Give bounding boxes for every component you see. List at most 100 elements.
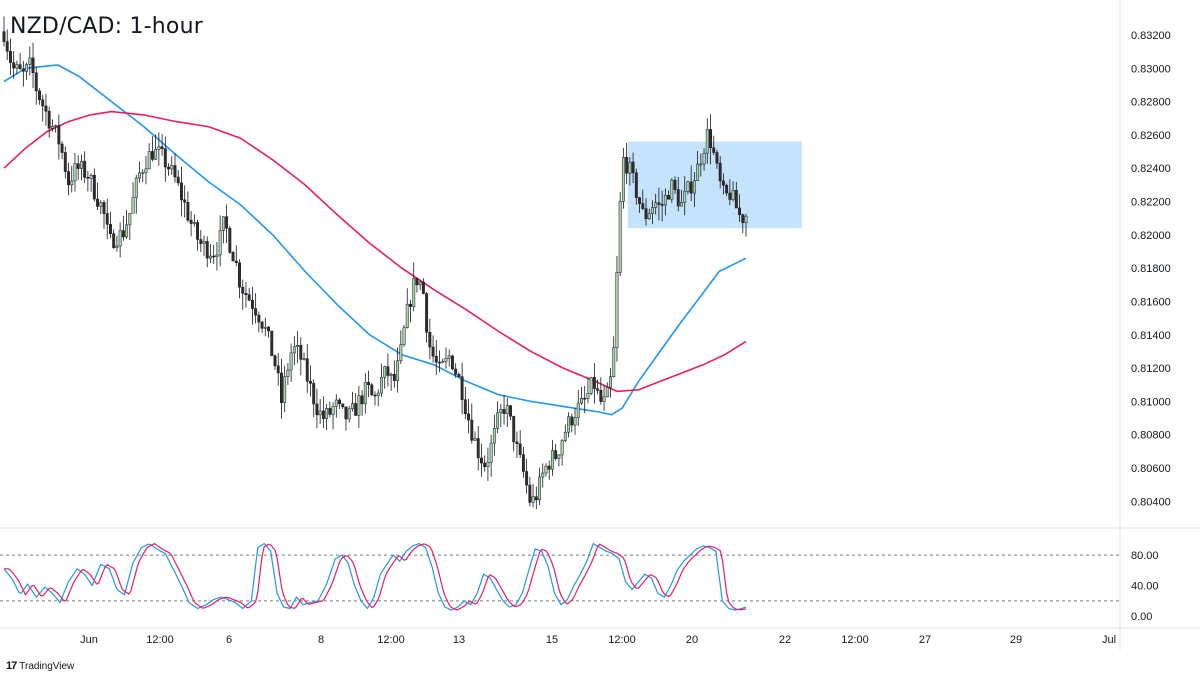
- candle-body: [725, 184, 729, 194]
- candle-body: [199, 239, 203, 244]
- time-tick-label: 20: [686, 634, 698, 646]
- price-tick-label: 0.81200: [1131, 363, 1171, 375]
- candle-body: [70, 180, 74, 186]
- candle-body: [360, 395, 364, 405]
- candle-body: [167, 166, 170, 170]
- candle-body: [363, 382, 367, 405]
- candle-body: [670, 179, 674, 200]
- candle-body: [157, 146, 161, 150]
- time-tick-label: Jun: [80, 634, 98, 646]
- candle-body: [186, 201, 190, 221]
- candle-body: [560, 440, 564, 456]
- candle-body: [73, 163, 77, 182]
- candle-body: [405, 303, 409, 328]
- highlight-box-layer: [627, 141, 802, 229]
- candle-body: [570, 416, 574, 426]
- candle-body: [299, 344, 303, 360]
- candle-body: [644, 208, 648, 219]
- candle-body: [350, 403, 354, 409]
- time-tick-label: 22: [779, 634, 791, 646]
- candle-body: [228, 227, 232, 253]
- candle-body: [302, 358, 306, 360]
- candle-body: [512, 415, 516, 443]
- candle-body: [592, 377, 596, 389]
- oscillator-layer: [0, 542, 1120, 611]
- candle-body: [344, 406, 348, 420]
- candle-body: [505, 405, 509, 414]
- candle-body: [654, 202, 658, 208]
- candle-body: [325, 408, 329, 419]
- candle-body: [41, 99, 45, 107]
- candle-body: [676, 189, 680, 207]
- candle-body: [496, 412, 500, 429]
- candle-body: [702, 152, 706, 165]
- candle-body: [554, 450, 558, 459]
- price-tick-label: 0.83200: [1131, 30, 1171, 42]
- price-tick-label: 0.81600: [1131, 296, 1171, 308]
- candle-body: [689, 181, 693, 194]
- price-tick-label: 0.82000: [1131, 230, 1171, 242]
- time-tick-label: 12:00: [377, 634, 405, 646]
- candle-body: [589, 377, 593, 394]
- candle-body: [447, 355, 451, 359]
- candle-body: [273, 355, 277, 367]
- candle-body: [189, 219, 193, 224]
- candle-body: [521, 454, 525, 472]
- candle-body: [712, 147, 716, 153]
- candle-body: [399, 344, 403, 362]
- candle-body: [412, 278, 416, 307]
- candle-body: [547, 465, 551, 470]
- candle-body: [557, 454, 561, 459]
- candle-body: [486, 462, 490, 467]
- candle-body: [605, 387, 609, 398]
- candle-body: [276, 365, 280, 374]
- candle-body: [544, 465, 548, 474]
- candle-body: [631, 161, 635, 174]
- candle-body: [205, 241, 209, 259]
- price-tick-label: 0.81000: [1131, 396, 1171, 408]
- candle-body: [470, 419, 474, 441]
- candle-body: [576, 402, 580, 418]
- candle-body: [715, 152, 719, 164]
- candle-body: [696, 163, 700, 181]
- candle-body: [638, 197, 641, 204]
- candle-body: [376, 392, 380, 397]
- candle-body: [415, 278, 419, 286]
- time-tick-label: 12:00: [841, 634, 869, 646]
- candle-body: [18, 64, 22, 70]
- candle-body: [212, 255, 216, 258]
- candle-body: [312, 383, 316, 405]
- price-tick-label: 0.80800: [1131, 430, 1171, 442]
- candle-body: [134, 177, 138, 198]
- candle-body: [234, 260, 238, 263]
- candle-body: [218, 230, 222, 256]
- candle-body: [289, 352, 293, 371]
- candle-body: [460, 376, 464, 400]
- candle-body: [525, 471, 529, 486]
- oscillator-tick-label: 40.00: [1131, 581, 1159, 593]
- candle-body: [131, 197, 135, 214]
- candle-body: [450, 355, 454, 370]
- candle-body: [509, 405, 512, 417]
- candle-body: [370, 384, 374, 396]
- time-tick-label: 15: [546, 634, 558, 646]
- candle-body: [357, 395, 361, 416]
- candle-body: [54, 125, 58, 127]
- candle-body: [538, 476, 541, 501]
- candle-body: [657, 202, 661, 205]
- candle-body: [683, 191, 687, 203]
- candle-body: [60, 143, 64, 153]
- candle-body: [63, 152, 67, 172]
- candle-body: [270, 330, 274, 357]
- candle-body: [115, 245, 119, 248]
- candle-body: [347, 408, 351, 420]
- candle-body: [421, 281, 425, 294]
- candle-body: [705, 129, 709, 154]
- candle-body: [434, 355, 438, 363]
- candle-body: [238, 262, 241, 288]
- candle-body: [105, 213, 109, 225]
- candle-body: [596, 388, 600, 391]
- candle-body: [286, 369, 290, 377]
- candle-body: [173, 165, 177, 178]
